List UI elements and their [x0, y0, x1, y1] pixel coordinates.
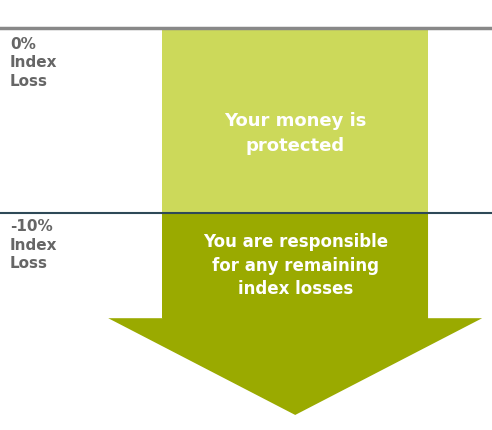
Text: 0%
Index
Loss: 0% Index Loss [10, 37, 58, 89]
Text: Your money is
protected: Your money is protected [224, 112, 367, 155]
Bar [162, 213, 428, 318]
Bar [162, 28, 428, 213]
Text: -10%
Index
Loss: -10% Index Loss [10, 219, 58, 271]
Text: You are responsible
for any remaining
index losses: You are responsible for any remaining in… [203, 233, 388, 298]
Polygon shape [108, 213, 482, 415]
